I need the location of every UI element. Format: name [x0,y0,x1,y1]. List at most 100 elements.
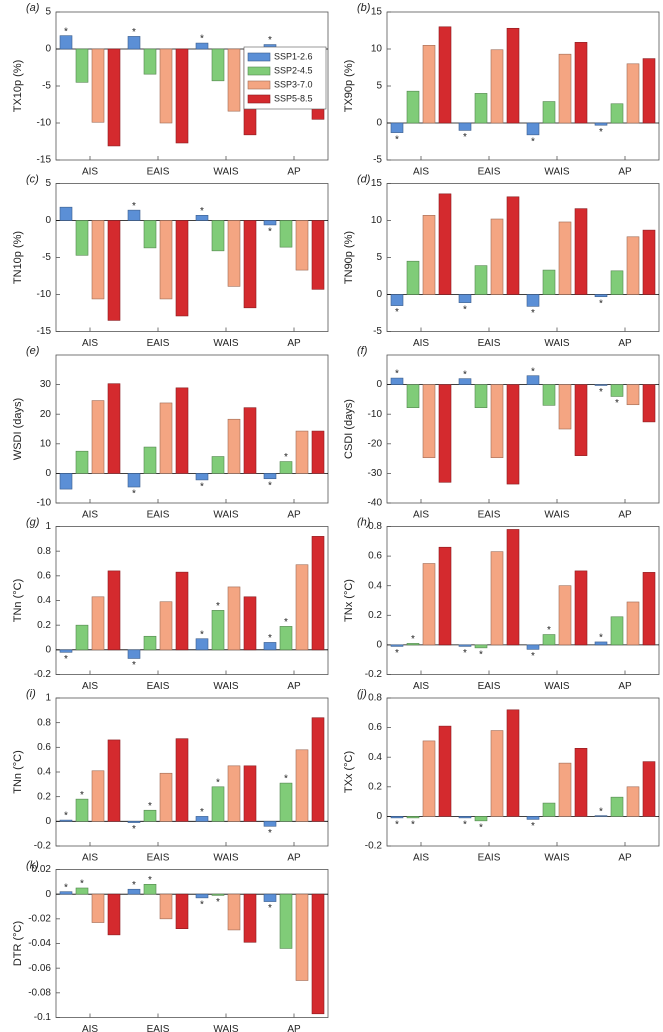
bar [474,644,488,649]
y-tick-label: 10 [40,438,52,449]
x-tick-label: WAIS [213,681,239,692]
y-tick-label: 0.8 [368,521,382,532]
bar [610,616,624,646]
bar [59,891,73,895]
bar [490,49,504,124]
panel-label: (j) [357,688,367,700]
y-tick-label: -30 [368,468,383,479]
bar [243,765,257,822]
y-tick-label: -0.2 [365,669,383,680]
bar [195,893,209,899]
significance-marker: * [531,136,535,147]
bar [295,564,309,651]
significance-marker: * [200,482,204,493]
series: SSP1-2.6**** [390,806,608,832]
bar [558,585,572,646]
bar [526,816,540,820]
series: SSP5-8.5 [438,193,656,295]
x-tick-label: AP [618,338,632,349]
significance-marker: * [479,822,483,833]
bar [594,815,608,817]
y-tick-label: 0 [376,289,382,300]
bar [574,42,588,124]
plot-frame [386,697,660,847]
y-tick-label: -0.2 [34,669,52,680]
y-axis-label: TNn (°C) [12,579,24,623]
x-tick-label: AIS [413,681,429,692]
bar [642,229,656,295]
bar [127,209,141,221]
x-tick-label: EAIS [478,510,501,521]
bar [474,265,488,295]
bar [91,893,105,923]
series: SSP5-8.5 [107,536,325,651]
significance-marker: * [531,821,535,832]
bar [279,626,293,651]
bar [526,375,540,385]
significance-marker: * [216,601,220,612]
panel-label: (d) [357,173,371,185]
y-tick-label: -10 [37,289,52,300]
bar [390,294,404,306]
bar [594,641,608,646]
bar [143,809,157,822]
series: SSP2-4.5*** [406,616,624,661]
x-tick-label: AIS [82,853,98,864]
y-tick-label: 0.6 [368,551,382,562]
x-tick-label: WAIS [213,853,239,864]
y-tick-label: -0.02 [28,913,51,924]
bar [91,400,105,474]
bar [211,610,225,651]
bar [263,893,277,902]
panel-label: (i) [26,688,36,700]
bar [279,461,293,474]
bar [295,893,309,981]
significance-marker: * [200,807,204,818]
significance-marker: * [200,900,204,911]
x-tick-label: AP [287,681,301,692]
x-tick-label: WAIS [213,510,239,521]
series: SSP2-4.5** [406,796,624,833]
bar [558,221,572,295]
series: SSP1-2.6**** [390,633,608,662]
y-tick-label: -0.06 [28,963,51,974]
x-tick-label: AIS [82,1024,98,1032]
legend-label: SSP3-7.0 [274,79,313,89]
bar [127,473,141,488]
bar [107,383,121,474]
bar [458,816,472,819]
bar [295,749,309,822]
significance-marker: * [411,634,415,645]
y-tick-label: 20 [40,409,52,420]
bar [474,816,488,822]
bar [438,725,452,817]
panel: (e) WSDI (days) -10 0 10 20 30 AIS EAIS WAIS AP SSP… [12,345,329,521]
significance-marker: * [284,617,288,628]
bar [175,220,189,317]
x-tick-label: WAIS [544,681,570,692]
y-tick-label: 0.8 [368,693,382,704]
bar [506,709,520,817]
bar [59,819,73,822]
panel-label: (f) [357,345,368,357]
series: SSP5-8.5 [107,220,325,321]
bar [263,642,277,651]
x-tick-label: WAIS [213,1024,239,1032]
significance-marker: * [463,648,467,659]
y-tick-label: -5 [373,155,382,166]
panel-label: (h) [357,516,371,528]
panel: (j) TXx (°C) -0.2 0 0.2 0.4 0.6 0.8 AIS EAIS WAIS A… [343,688,660,864]
panel: (k) DTR (°C) -0.1 -0.08 -0.06 -0.04 -0.02 0 0.02… [12,859,329,1032]
significance-marker: * [268,828,272,839]
series: SSP5-8.5 [107,717,325,822]
y-axis-label: TNn (°C) [12,750,24,794]
bar [311,536,325,651]
significance-marker: * [531,308,535,319]
bar [243,893,257,943]
bar [558,53,572,124]
y-tick-label: -10 [368,409,383,420]
significance-marker: * [463,304,467,315]
y-tick-label: 5 [376,81,382,92]
